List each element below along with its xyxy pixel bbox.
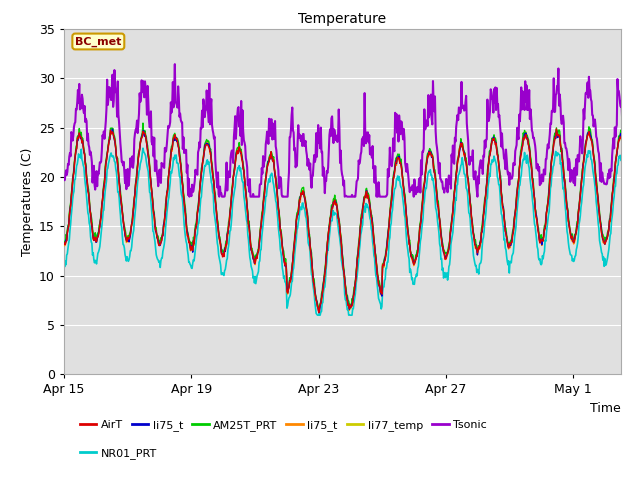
Y-axis label: Temperatures (C): Temperatures (C) [20,147,33,256]
Title: Temperature: Temperature [298,12,387,26]
Legend: NR01_PRT: NR01_PRT [75,444,161,463]
Text: BC_met: BC_met [75,36,122,47]
Text: Time: Time [590,402,621,415]
